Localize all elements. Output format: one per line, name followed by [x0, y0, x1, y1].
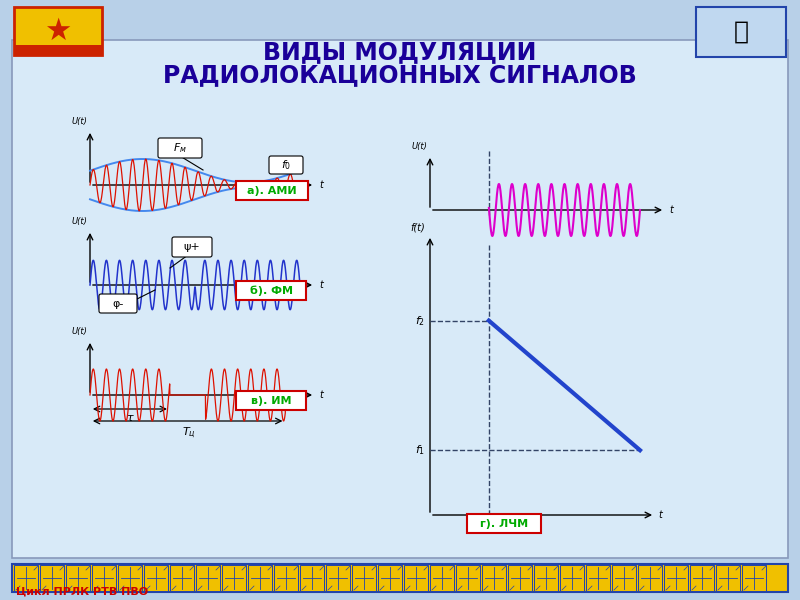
- Text: Цикл ПРЛК РТВ ПВО: Цикл ПРЛК РТВ ПВО: [16, 587, 148, 597]
- Bar: [92, 565, 116, 591]
- Bar: [586, 565, 610, 591]
- Text: ВИДЫ МОДУЛЯЦИИ: ВИДЫ МОДУЛЯЦИИ: [263, 40, 537, 64]
- Text: f(t): f(t): [410, 223, 425, 233]
- Text: U(t): U(t): [71, 217, 87, 226]
- Bar: [222, 565, 246, 591]
- Bar: [378, 565, 402, 591]
- Bar: [456, 565, 480, 591]
- Text: U(t): U(t): [411, 142, 427, 151]
- Text: $f_1$: $f_1$: [415, 443, 425, 457]
- Bar: [534, 565, 558, 591]
- Text: t: t: [319, 180, 323, 190]
- Text: φ-: φ-: [112, 299, 124, 309]
- Bar: [352, 565, 376, 591]
- Bar: [482, 565, 506, 591]
- Bar: [742, 565, 766, 591]
- Bar: [12, 564, 788, 592]
- Bar: [690, 565, 714, 591]
- Bar: [14, 565, 38, 591]
- FancyBboxPatch shape: [99, 294, 137, 313]
- Bar: [14, 7, 102, 55]
- Bar: [170, 565, 194, 591]
- Text: $T_{ц}$: $T_{ц}$: [182, 425, 195, 440]
- FancyBboxPatch shape: [172, 237, 212, 257]
- Text: ψ+: ψ+: [184, 242, 200, 252]
- Bar: [638, 565, 662, 591]
- Bar: [696, 7, 786, 57]
- Bar: [326, 565, 350, 591]
- Text: $f_2$: $f_2$: [415, 314, 425, 328]
- Text: t: t: [669, 205, 673, 215]
- Text: $F_м$: $F_м$: [173, 141, 187, 155]
- Bar: [40, 565, 64, 591]
- Bar: [430, 565, 454, 591]
- Text: 📖: 📖: [734, 20, 749, 44]
- FancyBboxPatch shape: [236, 181, 308, 200]
- Text: τ: τ: [126, 413, 134, 423]
- Text: ★: ★: [44, 16, 72, 46]
- Bar: [248, 565, 272, 591]
- Bar: [716, 565, 740, 591]
- Bar: [404, 565, 428, 591]
- Text: U(t): U(t): [71, 327, 87, 336]
- Text: t: t: [319, 280, 323, 290]
- Text: t: t: [319, 390, 323, 400]
- Bar: [664, 565, 688, 591]
- FancyBboxPatch shape: [236, 391, 306, 410]
- Text: г). ЛЧМ: г). ЛЧМ: [480, 519, 528, 529]
- Text: U(t): U(t): [71, 117, 87, 126]
- Text: РАДИОЛОКАЦИОННЫХ СИГНАЛОВ: РАДИОЛОКАЦИОННЫХ СИГНАЛОВ: [163, 63, 637, 87]
- Text: слайд № 3: слайд № 3: [725, 39, 778, 49]
- Bar: [196, 565, 220, 591]
- Bar: [300, 565, 324, 591]
- Bar: [12, 40, 788, 558]
- Text: б). ФМ: б). ФМ: [250, 286, 293, 296]
- Bar: [612, 565, 636, 591]
- Bar: [274, 565, 298, 591]
- Bar: [118, 565, 142, 591]
- FancyBboxPatch shape: [269, 156, 303, 174]
- Bar: [144, 565, 168, 591]
- Bar: [508, 565, 532, 591]
- Text: t: t: [658, 510, 662, 520]
- Text: $f_0$: $f_0$: [281, 158, 291, 172]
- Text: в). ИМ: в). ИМ: [250, 396, 291, 406]
- FancyBboxPatch shape: [236, 281, 306, 300]
- Bar: [66, 565, 90, 591]
- Bar: [560, 565, 584, 591]
- Text: а). АМИ: а). АМИ: [247, 186, 297, 196]
- FancyBboxPatch shape: [158, 138, 202, 158]
- Bar: [14, 45, 102, 55]
- FancyBboxPatch shape: [467, 514, 541, 533]
